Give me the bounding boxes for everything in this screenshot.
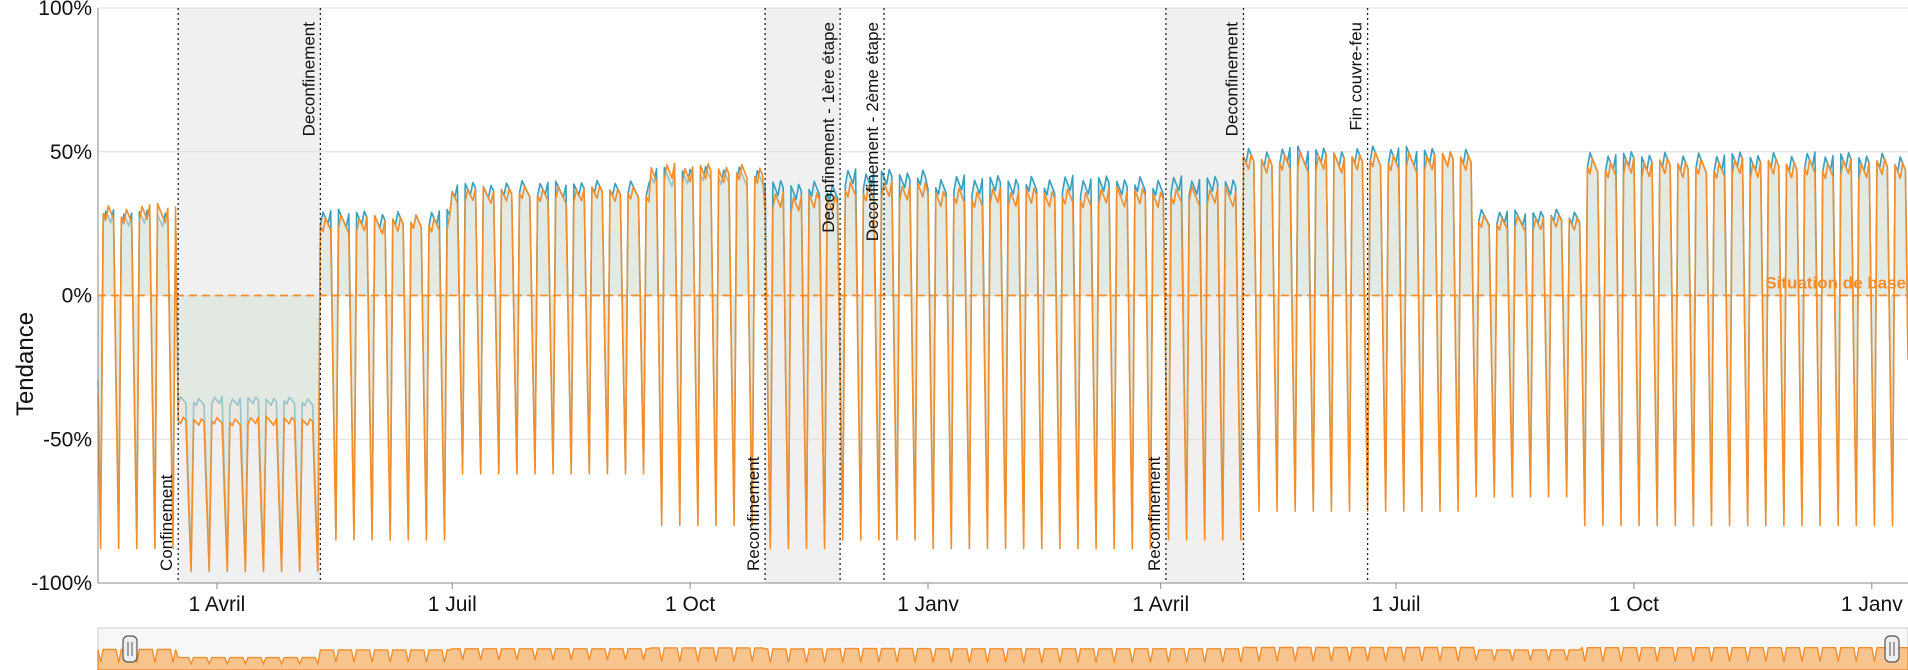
range-navigator[interactable]	[97, 627, 1908, 670]
x-tick-label-5: 1 Juil	[1372, 593, 1421, 616]
x-tick-label-1: 1 Juil	[428, 593, 477, 616]
event-label-3: Deconfinement - 1ère étape	[819, 22, 838, 233]
y-tick-label-1: 50%	[50, 141, 92, 164]
navigator-left-handle-grip	[122, 635, 138, 663]
series-line-1	[97, 151, 1908, 573]
x-tick-label-3: 1 Janv	[897, 593, 959, 616]
baseline-layer: Situation de base	[98, 274, 1908, 297]
navigator-right-handle[interactable]	[1884, 635, 1900, 663]
x-tick-label-2: 1 Oct	[665, 593, 715, 616]
y-tick-label-2: 0%	[62, 285, 92, 308]
event-label-5: Reconfinement	[1145, 456, 1164, 571]
event-label-2: Reconfinement	[744, 456, 763, 571]
navigator-series	[97, 646, 1908, 670]
series-layer	[97, 145, 1908, 573]
y-tick-label-0: 100%	[38, 0, 92, 20]
event-markers: Confinement Deconfinement Reconfinement Dec…	[157, 8, 1369, 583]
event-label-6: Deconfinement	[1222, 22, 1241, 137]
x-tick-label-0: 1 Avril	[189, 593, 246, 616]
axes: 100% 50% 0% -50% -100% 1 Avril 1 Juil 1 Oct 1 Ja…	[31, 0, 1908, 616]
y-axis-title: Tendance	[12, 312, 39, 416]
event-label-0: Confinement	[157, 474, 176, 571]
event-label-4: Deconfinement - 2ème étape	[863, 22, 882, 241]
y-tick-label-3: -50%	[43, 428, 92, 451]
x-tick-label-4: 1 Avril	[1132, 593, 1189, 616]
x-tick-label-7: 1 Janv	[1841, 593, 1903, 616]
navigator-right-handle-grip	[1884, 635, 1900, 663]
y-tick-label-4: -100%	[31, 572, 92, 595]
event-label-1: Deconfinement	[299, 22, 318, 137]
baseline-label: Situation de base	[1765, 274, 1906, 293]
navigator-left-handle[interactable]	[122, 635, 138, 663]
x-tick-label-6: 1 Oct	[1609, 593, 1659, 616]
event-label-7: Fin couvre-feu	[1347, 22, 1366, 131]
